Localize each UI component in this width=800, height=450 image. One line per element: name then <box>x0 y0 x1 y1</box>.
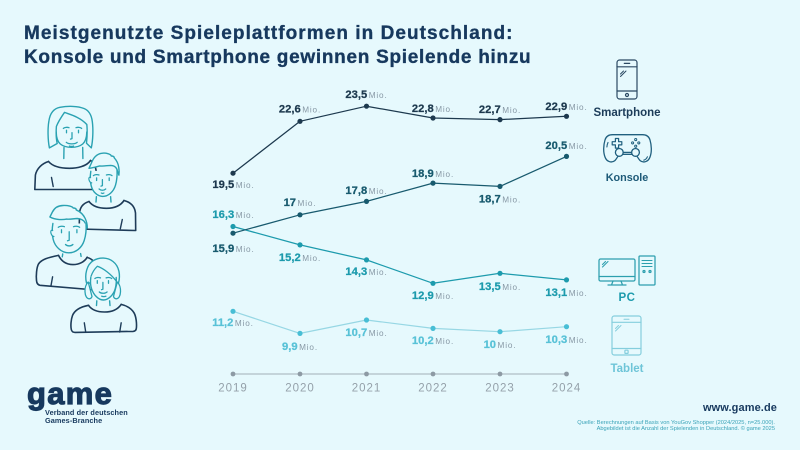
svg-text:2023: 2023 <box>485 383 515 395</box>
svg-text:Tablet: Tablet <box>610 363 643 375</box>
svg-text:PC: PC <box>619 292 636 304</box>
svg-text:Konsole: Konsole <box>606 172 649 184</box>
svg-text:2019: 2019 <box>218 383 248 395</box>
svg-text:Smartphone: Smartphone <box>593 107 660 119</box>
svg-text:2024: 2024 <box>552 383 582 395</box>
svg-text:2021: 2021 <box>352 383 382 395</box>
svg-text:2022: 2022 <box>418 383 448 395</box>
svg-text:2020: 2020 <box>285 383 315 395</box>
